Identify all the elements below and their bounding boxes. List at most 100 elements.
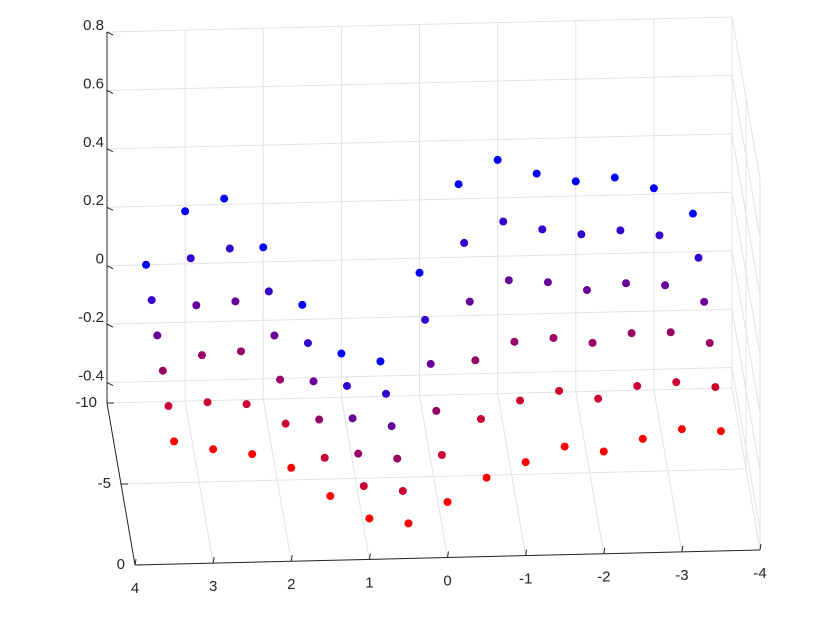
data-point — [555, 386, 564, 395]
data-point — [711, 383, 720, 392]
tick-mark — [134, 558, 137, 566]
data-point — [287, 463, 296, 472]
grid-line — [106, 308, 733, 325]
data-point — [432, 406, 441, 415]
x-tick-label: -4 — [753, 565, 766, 582]
data-point — [203, 398, 212, 407]
data-point — [694, 253, 703, 262]
data-point — [538, 225, 547, 234]
y-tick-label: 0 — [117, 556, 125, 573]
data-point — [342, 381, 351, 390]
data-point — [236, 347, 245, 356]
data-point — [197, 351, 206, 360]
tick-mark — [603, 547, 606, 554]
data-point — [398, 486, 407, 495]
x-tick-label: 0 — [443, 572, 451, 589]
data-point — [571, 177, 580, 186]
data-point — [220, 194, 229, 203]
data-point — [147, 296, 156, 305]
data-point — [599, 447, 608, 456]
data-point — [142, 260, 151, 269]
data-point — [610, 173, 619, 182]
data-point — [270, 331, 279, 340]
z-tick-label: -0.2 — [78, 309, 104, 326]
z-tick-label: -0.4 — [78, 368, 104, 385]
data-point — [549, 333, 558, 342]
data-point — [326, 492, 335, 501]
z-tick-label: 0.4 — [83, 134, 104, 151]
data-point — [164, 402, 173, 411]
data-point — [337, 349, 346, 358]
x-tick-label: -3 — [675, 567, 688, 584]
data-point — [493, 155, 502, 164]
grid-line — [106, 367, 733, 384]
tick-mark — [290, 555, 293, 562]
data-point — [248, 450, 257, 459]
tick-mark — [106, 323, 114, 328]
data-point — [616, 226, 625, 235]
data-point — [231, 297, 240, 306]
data-point — [476, 414, 485, 423]
data-point — [454, 180, 463, 189]
tick-mark — [681, 545, 684, 552]
tick-mark — [447, 551, 449, 558]
data-point — [393, 454, 402, 463]
data-point — [510, 337, 519, 346]
grid-line — [106, 133, 733, 150]
x-tick-label: -1 — [519, 571, 532, 588]
data-point — [700, 297, 709, 306]
x-tick-label: 2 — [287, 576, 295, 593]
tick-mark — [525, 549, 528, 556]
data-point — [298, 300, 307, 309]
tick-mark — [106, 31, 114, 36]
data-point — [320, 453, 329, 462]
data-point — [594, 394, 603, 403]
data-point — [460, 238, 469, 247]
data-point — [225, 244, 234, 253]
data-point — [376, 357, 385, 366]
data-point — [387, 422, 396, 431]
x-tick-label: 4 — [131, 580, 139, 597]
tick-mark — [106, 206, 114, 211]
data-point — [627, 329, 636, 338]
data-point — [582, 286, 591, 295]
data-point — [649, 184, 658, 193]
z-tick-label: 0.8 — [83, 17, 104, 34]
data-point — [181, 207, 190, 216]
tick-mark — [106, 89, 114, 94]
data-point — [276, 375, 285, 384]
data-point — [309, 377, 318, 386]
data-point — [281, 419, 290, 428]
data-point — [516, 396, 525, 405]
data-point — [560, 442, 569, 451]
data-point — [716, 427, 725, 436]
data-point — [543, 278, 552, 287]
data-point — [404, 519, 413, 528]
data-point — [677, 425, 686, 434]
data-point — [443, 497, 452, 506]
grid-line — [106, 16, 733, 33]
z-tick-label: 0.6 — [83, 75, 104, 92]
data-point — [499, 217, 508, 226]
grid-line — [106, 387, 733, 404]
data-point — [426, 359, 435, 368]
grid-line — [120, 468, 747, 485]
grid-line — [106, 250, 733, 267]
grid-line — [106, 191, 733, 208]
tick-mark — [759, 543, 762, 551]
data-point — [532, 169, 541, 178]
y-tick-label: -10 — [75, 394, 97, 411]
data-point — [354, 449, 363, 458]
grid-line — [731, 75, 761, 238]
tick-mark — [106, 148, 114, 153]
grid-line — [731, 16, 761, 180]
grid-line — [731, 133, 761, 296]
data-point — [348, 414, 357, 423]
data-point — [521, 458, 530, 467]
data-point — [661, 281, 670, 290]
data-point — [170, 437, 179, 446]
data-point — [688, 209, 697, 218]
data-point — [482, 473, 491, 482]
grid-line — [731, 250, 761, 413]
